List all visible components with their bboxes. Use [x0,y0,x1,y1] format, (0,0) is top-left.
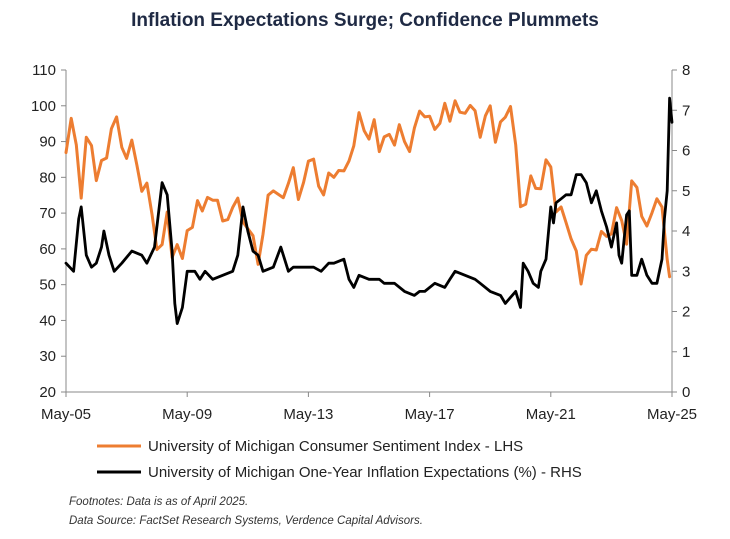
series-line-consumer-sentiment [64,99,672,286]
y-left-tick-label: 40 [39,312,56,329]
y-right-tick-label: 6 [682,143,690,160]
y-right-tick-label: 1 [682,344,690,361]
y-left-tick-label: 90 [39,134,56,151]
y-left-tick-label: 20 [39,384,56,401]
x-tick-label: May-13 [283,406,333,423]
x-tick-label: May-09 [162,406,212,423]
x-tick-label: May-25 [647,406,697,423]
x-tick-label: May-17 [405,406,455,423]
y-right-tick-label: 4 [682,223,690,240]
y-left-tick-label: 80 [39,169,56,186]
footnote: Footnotes: Data is as of April 2025. [69,496,249,508]
y-left-tick-label: 110 [32,62,56,79]
y-left-tick-label: 60 [39,241,56,258]
chart-title: Inflation Expectations Surge; Confidence… [131,10,599,31]
series-lines [64,96,674,326]
x-tick-label: May-21 [526,406,576,423]
y-right-tick-label: 5 [682,183,690,200]
y-left-tick-label: 30 [39,348,56,365]
y-right-tick-label: 0 [682,384,690,401]
y-right-tick-label: 7 [682,102,690,119]
y-left-tick-label: 50 [39,277,56,294]
y-left-tick-label: 100 [31,98,56,115]
legend: University of Michigan Consumer Sentimen… [97,438,582,481]
series-line-inflation-expectations [64,96,674,326]
axes: 20 30 40 50 60 70 80 90 100 110 0 1 2 3 4 5 6 7 8 May-05 May… [31,62,697,423]
y-right-tick-label: 2 [682,304,690,321]
y-right-tick-label: 3 [682,263,690,280]
y-left-tick-label: 70 [39,205,56,222]
legend-label: University of Michigan Consumer Sentimen… [148,438,523,455]
legend-label: University of Michigan One-Year Inflatio… [148,464,582,481]
y-right-tick-label: 8 [682,62,690,79]
x-tick-label: May-05 [41,406,91,423]
data-source-note: Data Source: FactSet Research Systems, V… [69,515,423,527]
